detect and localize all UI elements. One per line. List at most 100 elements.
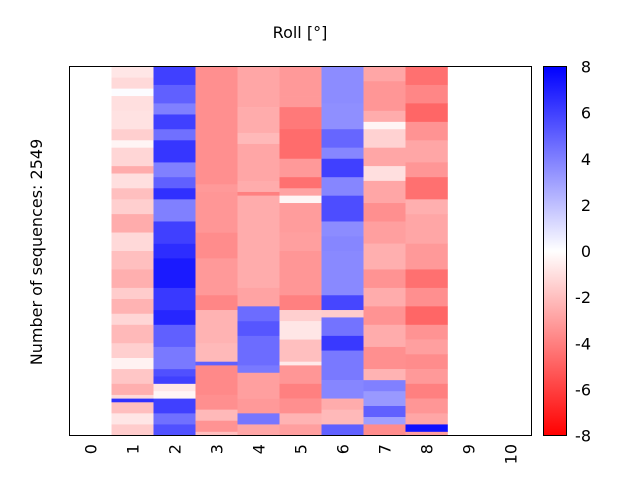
heatmap-cell [279,188,322,196]
heatmap-cell [321,147,364,160]
x-tick-labels: 0 1 2 3 4 5 6 7 8 9 10 [82,444,521,464]
heatmap-cell [405,306,448,326]
x-tick-label: 10 [502,444,521,464]
heatmap-cell [111,424,154,436]
heatmap-cell [279,398,322,414]
heatmap-cell [237,365,280,374]
heatmap-cell [363,424,406,436]
heatmap-cell [195,191,238,233]
heatmap-cell [237,321,280,337]
heatmap-cell [405,369,448,385]
heatmap-cell [363,324,406,348]
heatmap-cell [279,251,322,296]
heatmap-cell [111,214,154,233]
heatmap-cell [153,383,196,392]
heatmap-cell [405,199,448,215]
heatmap-cell [237,424,280,436]
heatmap-cell [321,335,364,351]
heatmap-cell [111,298,154,315]
heatmap-cell [405,121,448,141]
heatmap-cell [363,121,406,130]
heatmap-cell [363,66,406,82]
heatmap-cell [405,243,448,270]
heatmap-cell [321,129,364,148]
heatmap-cell [405,398,448,414]
heatmap-cell [111,173,154,189]
heatmap-cell [111,166,154,174]
heatmap-cell [195,295,238,311]
x-tick-label: 5 [292,444,311,454]
heatmap-cell [405,177,448,200]
heatmap-cell [153,243,196,259]
heatmap-cell [237,191,280,196]
colorbar-tick-label: 0 [581,242,591,261]
heatmap-cell [153,398,196,414]
heatmap-cell [111,129,154,141]
heatmap-cell [363,243,406,270]
heatmap-cell [195,431,238,436]
heatmap-cell [153,114,196,130]
heatmap-cell [363,417,406,425]
heatmap-cell [195,361,238,366]
colorbar-tick-label: 4 [581,150,591,169]
heatmap-cell [321,380,364,399]
heatmap-cell [111,343,154,359]
heatmap-cell [195,258,238,296]
heatmap-cell [363,269,406,289]
heatmap-cell [363,369,406,381]
x-tick-label: 9 [460,444,479,454]
heatmap-cell [321,317,364,337]
heatmap-cell [279,424,322,436]
heatmap-cell [237,143,280,182]
y-axis-label: Number of sequences: 2549 [27,139,46,366]
heatmap-cell [237,306,280,322]
heatmap-cell [363,166,406,182]
heatmap-cell [237,335,280,366]
heatmap-cell [405,431,448,436]
heatmap-cell [279,413,322,425]
heatmap-cell [363,391,406,407]
colorbar-tick-label: -2 [575,288,591,307]
heatmap-cells [111,66,448,436]
heatmap-cell [363,306,406,326]
heatmap-cell [195,66,238,185]
colorbar-tick-label: 6 [581,104,591,123]
heatmap-cell [279,195,322,204]
heatmap-cell [195,184,238,193]
heatmap-cell [237,107,280,134]
heatmap-cell [153,199,196,222]
heatmap-cell [195,310,238,344]
heatmap-cell [279,361,322,366]
heatmap-cell [153,188,196,200]
heatmap-cell [321,409,364,425]
heatmap-cell [111,287,154,300]
heatmap-cell [279,107,322,130]
heatmap-cell [111,110,154,130]
heatmap-cell [321,177,364,196]
x-tick-label: 7 [376,444,395,454]
heatmap-cell [363,147,406,167]
heatmap-cell [279,295,322,311]
heatmap-cell [363,287,406,307]
heatmap-cell [363,346,406,370]
heatmap-cell [321,251,364,296]
heatmap-cell [111,369,154,385]
heatmap-cell [153,84,196,104]
heatmap-cell [279,129,322,160]
heatmap-cell [405,324,448,340]
colorbar [543,66,567,436]
heatmap-cell [111,383,154,396]
x-tick-label: 3 [208,444,227,454]
heatmap-cell [111,324,154,344]
heatmap-cell [153,413,196,425]
heatmap-cell [363,380,406,392]
heatmap-cell [321,221,364,237]
heatmap-cell [405,140,448,163]
heatmap-cell [153,66,196,86]
plot-frame [69,66,532,436]
heatmap-cell [405,383,448,399]
heatmap-cell [111,251,154,270]
heatmap-cell [195,365,238,396]
heatmap-cell [279,66,322,97]
